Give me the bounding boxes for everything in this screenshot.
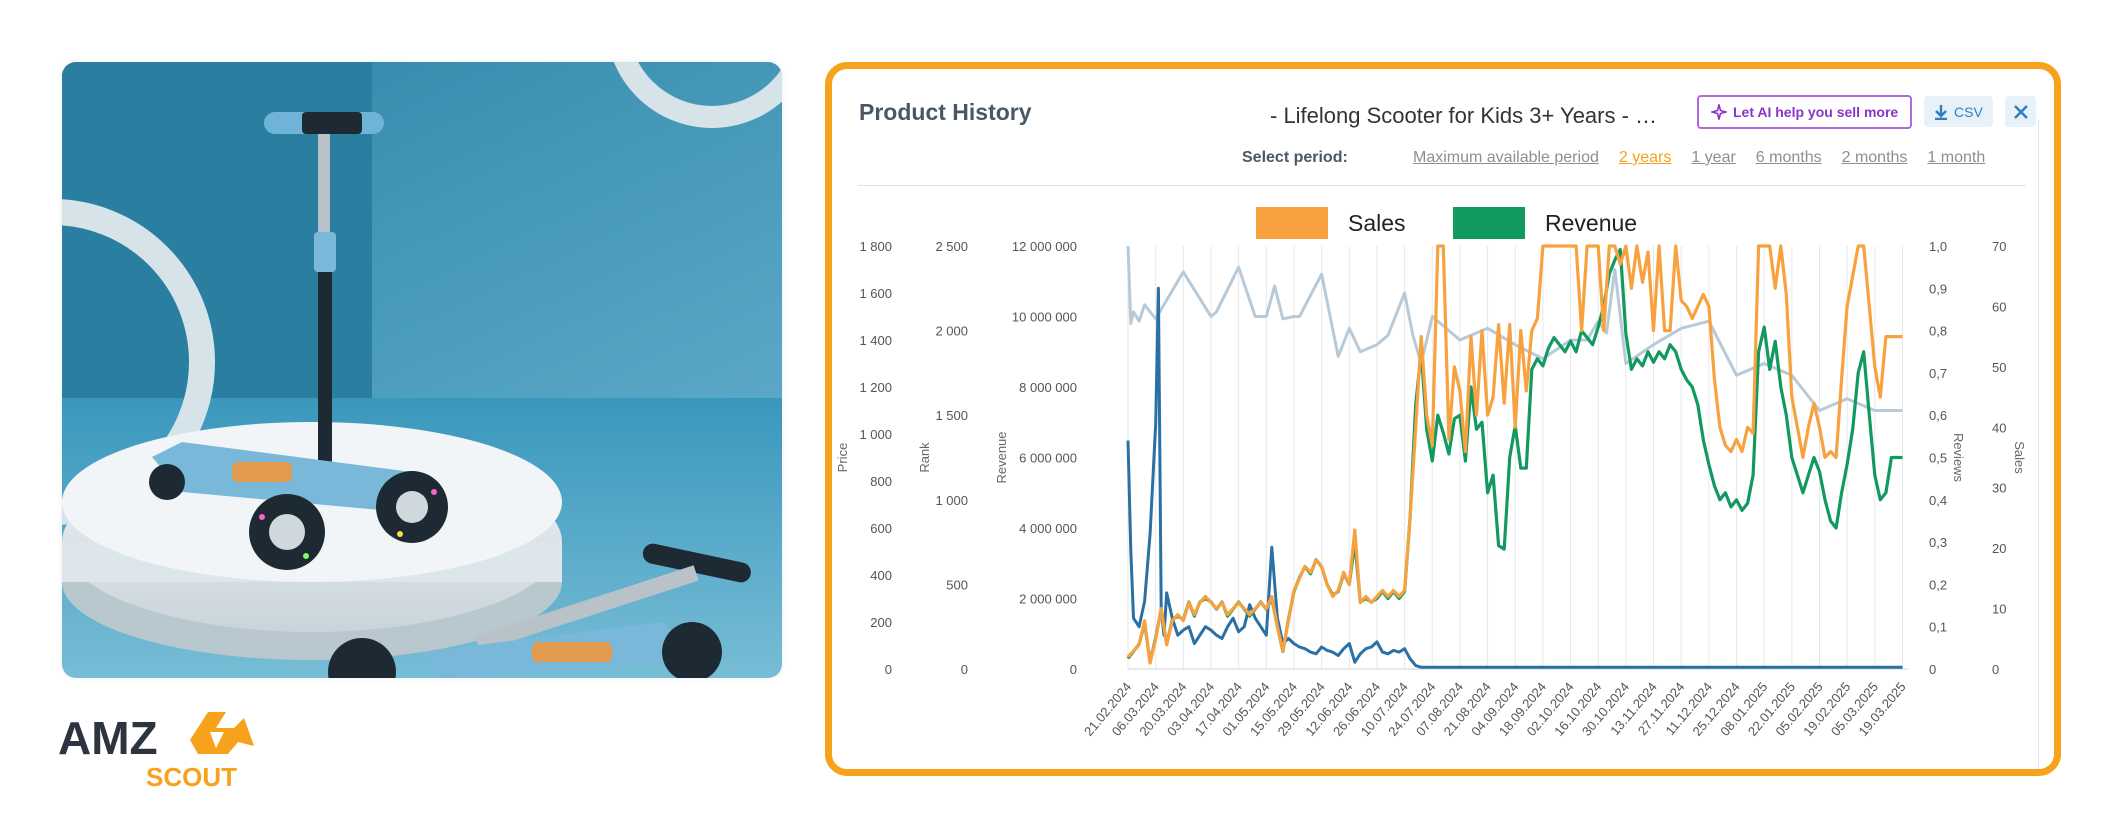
csv-download-button[interactable]: CSV: [1924, 96, 1993, 127]
revenue-tick-label: 8 000 000: [1019, 380, 1077, 395]
sales-tick-label: 20: [1992, 541, 2006, 556]
product-history-chart: 21.02.202406.03.202420.03.202403.04.2024…: [835, 207, 2027, 739]
price-tick-label: 1 800: [859, 239, 892, 254]
rank-tick-label: 2 500: [935, 239, 968, 254]
sales-tick-label: 10: [1992, 602, 2006, 617]
close-button[interactable]: [2005, 96, 2036, 127]
ai-help-label: Let AI help you sell more: [1733, 104, 1899, 120]
reviews-tick-label: 0,2: [1929, 577, 1947, 592]
reviews-tick-label: 0,8: [1929, 324, 1947, 339]
period-option-2-months[interactable]: 2 months: [1841, 149, 1908, 166]
revenue-tick-label: 0: [1070, 662, 1077, 677]
sales-tick-label: 0: [1992, 662, 1999, 677]
revenue-tick-label: 4 000 000: [1019, 521, 1077, 536]
price-tick-label: 1 400: [859, 333, 892, 348]
reviews-tick-label: 0,5: [1929, 451, 1947, 466]
reviews-tick-label: 0,1: [1929, 620, 1947, 635]
rank-tick-label: 0: [961, 662, 968, 677]
sales-tick-label: 40: [1992, 420, 2006, 435]
logo-text-main: AMZ: [58, 712, 158, 764]
price-tick-label: 1 000: [859, 427, 892, 442]
product-history-panel: Product History - Lifelong Scooter for K…: [825, 62, 2061, 776]
revenue-tick-label: 10 000 000: [1012, 310, 1077, 325]
logo-text-sub: SCOUT: [146, 762, 237, 792]
scooter-image: [62, 62, 782, 678]
legend-swatch-sales: [1256, 207, 1328, 239]
legend-label-revenue: Revenue: [1545, 210, 1637, 236]
panel-divider: [858, 185, 2026, 186]
reviews-tick-label: 0: [1929, 662, 1936, 677]
select-period-label: Select period:: [1242, 149, 1348, 166]
panel-title: Product History: [859, 99, 1032, 125]
rank-tick-label: 2 000: [935, 324, 968, 339]
panel-edge: [2038, 119, 2039, 769]
ai-help-button[interactable]: Let AI help you sell more: [1697, 95, 1913, 129]
reviews-axis-label: Reviews: [1951, 433, 1966, 483]
period-options: Maximum available period 2 years 1 year …: [1413, 149, 1985, 167]
price-line: [1126, 245, 1903, 412]
csv-label: CSV: [1954, 103, 1983, 120]
period-option-1-month[interactable]: 1 month: [1927, 149, 1986, 166]
price-tick-label: 600: [870, 521, 892, 536]
sales-tick-label: 30: [1992, 481, 2006, 496]
rank-tick-label: 1 500: [935, 408, 968, 423]
reviews-tick-label: 0,9: [1929, 281, 1947, 296]
revenue-tick-label: 6 000 000: [1019, 451, 1077, 466]
amzscout-logo: AMZ SCOUT: [58, 702, 268, 792]
download-icon: [1935, 104, 1947, 120]
price-tick-label: 0: [885, 662, 892, 677]
reviews-tick-label: 0,7: [1929, 366, 1947, 381]
legend-label-sales: Sales: [1348, 210, 1406, 236]
price-axis-label: Price: [835, 443, 850, 473]
reviews-tick-label: 1,0: [1929, 239, 1947, 254]
period-option-max[interactable]: Maximum available period: [1413, 149, 1599, 166]
amzscout-logo-icon: AMZ SCOUT: [58, 712, 254, 792]
rank-axis-label: Rank: [917, 442, 932, 473]
ai-sparkle-icon: [1711, 104, 1727, 120]
price-tick-label: 400: [870, 568, 892, 583]
reviews-tick-label: 0,6: [1929, 408, 1947, 423]
revenue-tick-label: 2 000 000: [1019, 592, 1077, 607]
close-icon: [2013, 104, 2028, 119]
period-option-2-years[interactable]: 2 years: [1618, 149, 1672, 166]
product-photo: [62, 62, 782, 678]
sales-tick-label: 50: [1992, 360, 2006, 375]
reviews-tick-label: 0,3: [1929, 535, 1947, 550]
price-tick-label: 1 200: [859, 380, 892, 395]
reviews-tick-label: 0,4: [1929, 493, 1947, 508]
price-tick-label: 200: [870, 615, 892, 630]
revenue-tick-label: 12 000 000: [1012, 239, 1077, 254]
period-option-6-months[interactable]: 6 months: [1755, 149, 1822, 166]
legend-swatch-revenue: [1453, 207, 1525, 239]
rank-tick-label: 500: [946, 577, 968, 592]
period-option-1-year[interactable]: 1 year: [1691, 149, 1736, 166]
sales-tick-label: 70: [1992, 239, 2006, 254]
rank-tick-label: 1 000: [935, 493, 968, 508]
sales-line: [1126, 244, 1903, 665]
price-tick-label: 800: [870, 474, 892, 489]
sales-axis-label: Sales: [2012, 441, 2027, 474]
sales-tick-label: 60: [1992, 299, 2006, 314]
price-tick-label: 1 600: [859, 286, 892, 301]
revenue-axis-label: Revenue: [994, 431, 1009, 483]
